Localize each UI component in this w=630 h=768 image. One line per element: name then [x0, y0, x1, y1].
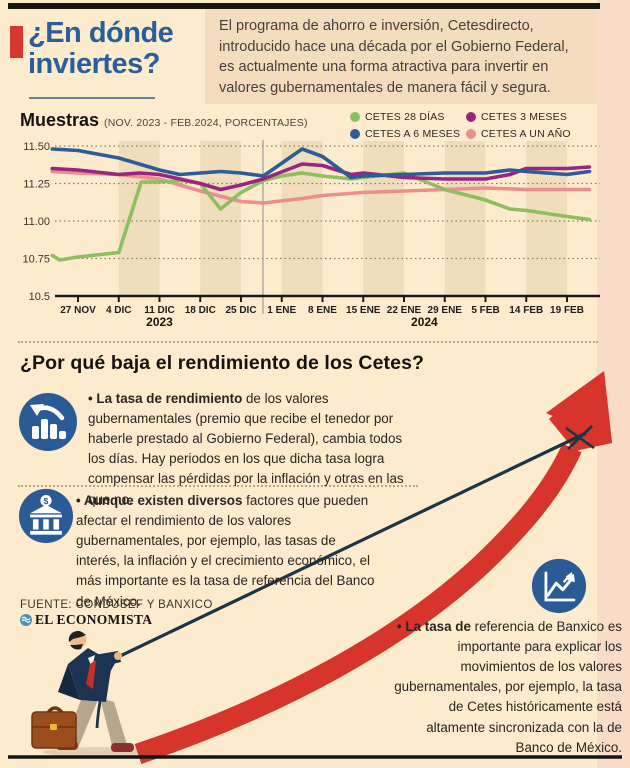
section-separator: [18, 341, 598, 343]
legend-item-4: CETES A UN AÑO: [466, 128, 600, 140]
series-line-cetes-a-6-meses: [50, 147, 592, 180]
y-axis-label: 11.50: [23, 141, 50, 153]
week-band: [363, 141, 404, 296]
legend-dot: [466, 112, 476, 122]
bullet-1-lead: • La tasa de rendimiento: [88, 391, 243, 406]
x-axis-label: 5 FEB: [471, 305, 499, 316]
section-heading: ¿Por qué baja el rendimiento de los Cete…: [20, 352, 425, 374]
week-band: [200, 141, 241, 296]
bullet-3-lead: • La tasa de: [396, 619, 471, 634]
x-axis-label: 4 DIC: [106, 305, 132, 316]
x-axis-label: 18 DIC: [185, 305, 216, 316]
bullet-2: • Aunque existen diversos factores que p…: [76, 491, 376, 612]
week-band: [281, 141, 323, 296]
rising-red-arrow: [134, 371, 612, 764]
page-title: ¿En dónde inviertes?: [28, 17, 208, 81]
x-axis-label: 19 FEB: [550, 305, 584, 316]
bullet-separator: [18, 485, 418, 487]
y-axis-label: 11.00: [23, 216, 50, 228]
legend-item-2: CETES 3 MESES: [466, 111, 600, 123]
x-axis-label: 22 ENE: [387, 305, 422, 316]
series-line-cetes-a-un-año: [50, 169, 592, 205]
chart-title: Muestras (NOV. 2023 - FEB.2024, PORCENTA…: [20, 110, 308, 130]
legend-item-1: CETES 28 DÍAS: [350, 111, 458, 123]
x-axis-label: 29 ENE: [428, 305, 463, 316]
series-line-cetes-28-días: [50, 171, 592, 262]
week-band: [526, 141, 567, 296]
declining-bars-icon: [19, 393, 77, 451]
brand-row: EL ECONOMISTA: [20, 612, 152, 628]
x-axis-label: 25 DIC: [225, 305, 256, 316]
intro-box: [205, 8, 597, 104]
x-axis-label: 11 DIC: [144, 305, 175, 316]
bullet-1-rest: de los valores gubernamentales (premio q…: [88, 391, 404, 507]
year-label: 2023: [146, 315, 173, 329]
y-axis-label: 10.75: [22, 254, 50, 266]
x-axis-label: 8 ENE: [308, 305, 337, 316]
y-axis-label: 11.25: [23, 179, 50, 191]
legend-dot: [350, 129, 360, 139]
briefcase: [31, 706, 77, 749]
intro-paragraph: El programa de ahorro e inversión, Cetes…: [219, 18, 569, 97]
top-rule: [8, 3, 600, 9]
bullet-3-rest: referencia de Banxico es importante para…: [394, 619, 622, 755]
series-line-cetes-3-meses: [50, 162, 592, 192]
x-axis-label: 15 ENE: [346, 305, 381, 316]
page-title-line1: ¿En dónde: [28, 17, 174, 49]
year-label: 2024: [411, 315, 438, 329]
bullet-1: • La tasa de rendimiento de los valores …: [88, 389, 422, 510]
legend-dot: [466, 129, 476, 139]
bullet-3: • La tasa de referencia de Banxico es im…: [388, 617, 622, 758]
uptrend-chart-icon: [531, 558, 587, 614]
source-credit: FUENTE: CONDUSEF Y BANXICO: [20, 599, 213, 611]
bullet-2-rest: factores que pueden afectar el rendimien…: [76, 493, 375, 609]
x-axis-label: 1 ENE: [267, 305, 296, 316]
brand-name: EL ECONOMISTA: [35, 612, 153, 627]
cetes-rates-line-chart: 11.50 11.25 11.00 10.75 10.5 27 NOV 4 DIC 11 DI…: [22, 140, 600, 329]
x-axis-label: 27 NOV: [60, 305, 96, 316]
bullet-2-lead: • Aunque existen diversos: [76, 493, 243, 508]
el-economista-logo-icon: [20, 614, 32, 626]
title-accent-bar: [10, 26, 23, 58]
week-band: [444, 141, 486, 296]
x-axis-label: 14 FEB: [509, 305, 543, 316]
title-underline: [29, 97, 155, 99]
chart-subtitle: (NOV. 2023 - FEB.2024, PORCENTAJES): [104, 117, 308, 129]
bank-icon: $: [18, 488, 74, 544]
y-axis-label: 10.5: [29, 291, 50, 303]
svg-text:$: $: [44, 496, 49, 506]
page-title-line2: inviertes?: [28, 48, 161, 81]
legend-dot: [350, 112, 360, 122]
chart-legend: CETES 28 DÍAS CETES 3 MESES CETES A 6 MESE…: [350, 111, 600, 140]
legend-item-3: CETES A 6 MESES: [350, 128, 460, 140]
